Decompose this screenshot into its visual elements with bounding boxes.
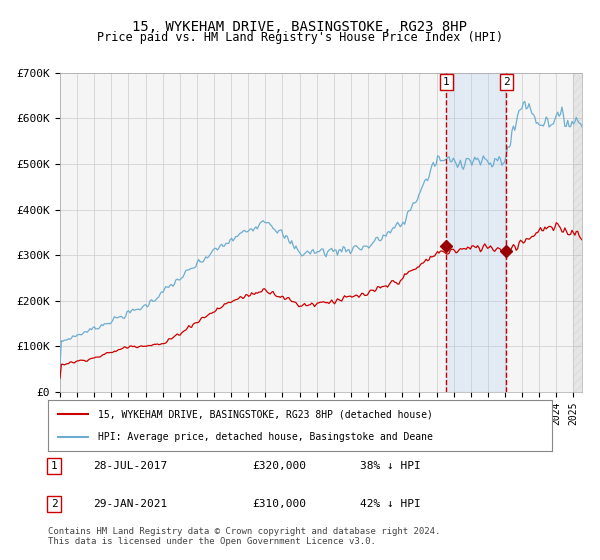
Text: 38% ↓ HPI: 38% ↓ HPI [360,461,421,471]
Text: 15, WYKEHAM DRIVE, BASINGSTOKE, RG23 8HP (detached house): 15, WYKEHAM DRIVE, BASINGSTOKE, RG23 8HP… [98,409,433,419]
Text: HPI: Average price, detached house, Basingstoke and Deane: HPI: Average price, detached house, Basi… [98,432,433,442]
Text: 15, WYKEHAM DRIVE, BASINGSTOKE, RG23 8HP: 15, WYKEHAM DRIVE, BASINGSTOKE, RG23 8HP [133,20,467,34]
Text: 1: 1 [443,77,449,87]
Text: 29-JAN-2021: 29-JAN-2021 [93,499,167,509]
Text: 2: 2 [503,77,510,87]
Text: Contains HM Land Registry data © Crown copyright and database right 2024.
This d: Contains HM Land Registry data © Crown c… [48,526,440,546]
Bar [446,73,506,392]
Text: Price paid vs. HM Land Registry's House Price Index (HPI): Price paid vs. HM Land Registry's House … [97,31,503,44]
Text: £320,000: £320,000 [252,461,306,471]
Text: 2: 2 [50,499,58,509]
Text: £310,000: £310,000 [252,499,306,509]
Text: 1: 1 [50,461,58,471]
Text: 28-JUL-2017: 28-JUL-2017 [93,461,167,471]
Text: 42% ↓ HPI: 42% ↓ HPI [360,499,421,509]
